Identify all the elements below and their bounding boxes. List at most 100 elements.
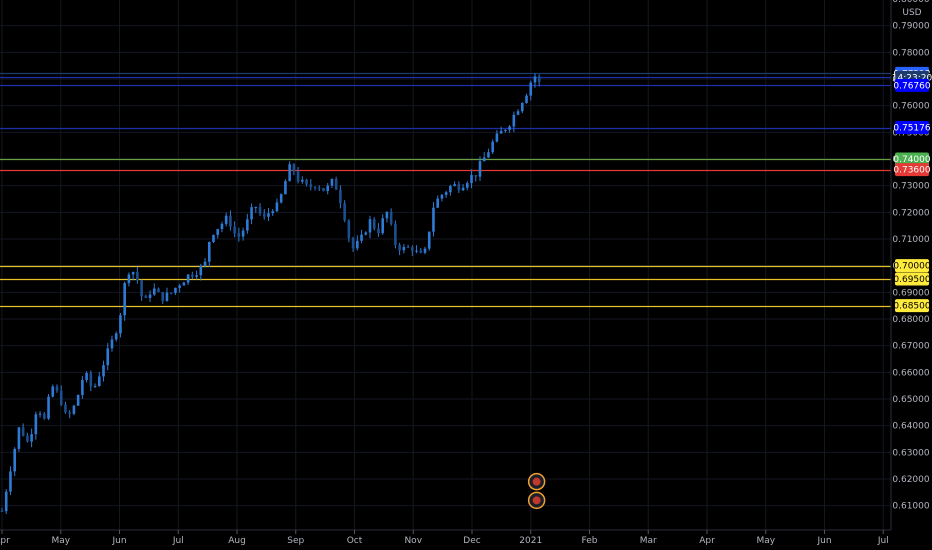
candle-body [470, 174, 473, 184]
candle-body [389, 211, 393, 224]
candle-body [182, 282, 186, 286]
candle-body [165, 292, 169, 301]
candle-series [0, 73, 541, 515]
y-tick-label: 0.61000 [892, 502, 929, 512]
x-tick-label: Jul [172, 536, 184, 546]
time-axis[interactable]: Apr May Jun Jul Aug Sep Oct Nov Dec 2021 Feb Mar Apr… [0, 530, 889, 546]
candle-body [516, 111, 520, 115]
event-flag-icon [532, 496, 541, 505]
candle-body [487, 152, 490, 158]
price-badge-label: 0.68500 [893, 302, 930, 312]
candle-body [305, 179, 308, 185]
x-tick-label: Sep [287, 536, 304, 546]
candle-body [423, 248, 427, 253]
price-badge [895, 299, 929, 313]
y-tick-label: 0.66000 [892, 368, 929, 378]
candle-body [317, 187, 321, 189]
candle-body [119, 315, 122, 334]
candle-body [186, 274, 190, 283]
candle-body [110, 339, 114, 349]
candle-body [436, 198, 439, 208]
candle-body [292, 164, 296, 172]
candle-body [537, 76, 541, 83]
candle-body [72, 405, 76, 414]
candle-body [326, 185, 330, 192]
y-tick-label: 0.79000 [892, 22, 929, 32]
candle-body [533, 76, 537, 83]
candle-body [275, 202, 279, 212]
candle-body [394, 223, 397, 246]
candle-body [296, 171, 300, 182]
candle-body [178, 285, 181, 288]
candle-body [207, 242, 211, 262]
candle-body [398, 245, 401, 251]
event-flag-icon [532, 477, 541, 486]
candle-body [148, 294, 152, 298]
y-tick-label: 0.67000 [892, 342, 929, 352]
candle-body [174, 287, 177, 293]
candle-body [43, 413, 46, 419]
price-badge-label: 0.76760 [893, 81, 930, 91]
candle-body [64, 404, 67, 413]
candle-body [30, 434, 33, 442]
x-tick-label: Dec [463, 536, 480, 546]
candle-body [26, 435, 29, 442]
candle-body [343, 203, 346, 221]
candle-body [377, 228, 380, 234]
y-tick-label: 0.64000 [892, 422, 929, 432]
x-tick-label: Jun [111, 536, 126, 546]
y-tick-label: 0.69000 [892, 288, 929, 298]
candle-body [233, 226, 236, 234]
y-tick-label: 0.68000 [892, 315, 929, 325]
candle-body [262, 213, 266, 217]
x-tick-label: Oct [347, 536, 363, 546]
x-tick-label: May [51, 536, 70, 546]
candle-body [309, 184, 313, 188]
candle-body [491, 141, 494, 153]
x-tick-label: Jun [816, 536, 831, 546]
x-tick-label: Feb [582, 536, 598, 546]
price-badge-label: 0.74000 [893, 155, 930, 165]
candle-body [351, 238, 355, 249]
x-tick-label: May [756, 536, 775, 546]
price-badge [895, 78, 929, 92]
candle-body [411, 247, 414, 251]
candle-body [195, 275, 198, 277]
candle-body [453, 184, 456, 186]
candle-body [199, 265, 203, 276]
candle-body [313, 187, 317, 189]
candle-body [402, 247, 406, 251]
y-tick-label: 0.72000 [892, 208, 929, 218]
candle-body [432, 207, 435, 232]
price-badge [895, 163, 929, 177]
candle-body [114, 333, 118, 340]
candle-body [161, 292, 165, 301]
candle-body [59, 390, 63, 405]
currency-label: USD [902, 8, 921, 18]
price-labels: 0.7721214:23:200.767600.751760.740000.73… [892, 66, 932, 313]
candle-body [152, 288, 156, 295]
price-badge [895, 121, 929, 135]
candle-body [229, 215, 232, 227]
candle-body [55, 386, 59, 391]
candle-body [466, 183, 469, 188]
candle-body [381, 218, 384, 234]
candle-body [76, 394, 80, 406]
candle-body [525, 95, 528, 104]
candle-body [140, 280, 143, 297]
candle-body [4, 491, 8, 512]
candle-body [191, 274, 194, 277]
x-tick-label: Jul [877, 536, 889, 546]
candle-body [284, 181, 287, 195]
candle-body [220, 223, 224, 229]
candle-body [51, 386, 55, 397]
price-badge [895, 152, 929, 166]
candle-body [279, 194, 283, 203]
price-badge-label: 0.73600 [893, 166, 930, 176]
candle-body [495, 133, 499, 142]
candle-body [34, 414, 38, 435]
y-tick-label: 0.76000 [892, 102, 929, 112]
candle-body [157, 288, 160, 293]
candle-body [360, 234, 363, 241]
